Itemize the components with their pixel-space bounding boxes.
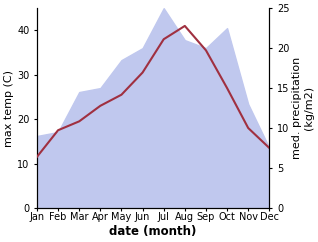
X-axis label: date (month): date (month) <box>109 225 197 238</box>
Y-axis label: max temp (C): max temp (C) <box>4 69 14 146</box>
Y-axis label: med. precipitation
(kg/m2): med. precipitation (kg/m2) <box>292 57 314 159</box>
